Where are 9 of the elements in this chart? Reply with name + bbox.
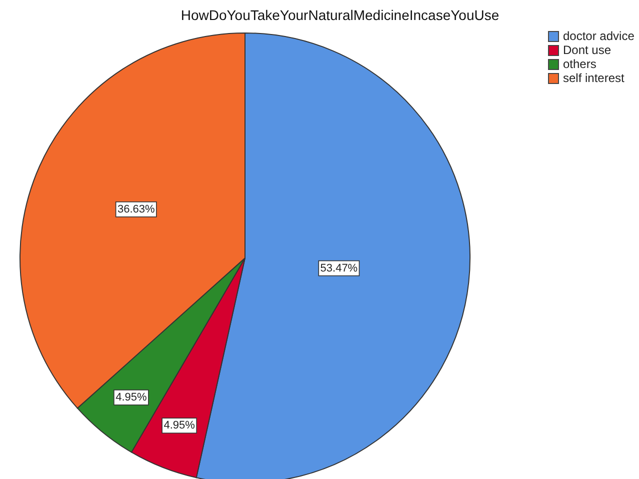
data-label: 4.95% xyxy=(116,391,147,404)
data-label: 36.63% xyxy=(117,203,155,216)
legend-label: Dont use xyxy=(563,43,612,57)
legend-label: self interest xyxy=(563,71,624,85)
legend-label: doctor advice xyxy=(563,29,634,43)
data-label: 4.95% xyxy=(164,420,196,432)
chart-title: HowDoYouTakeYourNaturalMedicineIncaseYouUse xyxy=(180,7,500,23)
legend-label: others xyxy=(563,57,596,71)
data-label: 53.47% xyxy=(320,262,358,274)
